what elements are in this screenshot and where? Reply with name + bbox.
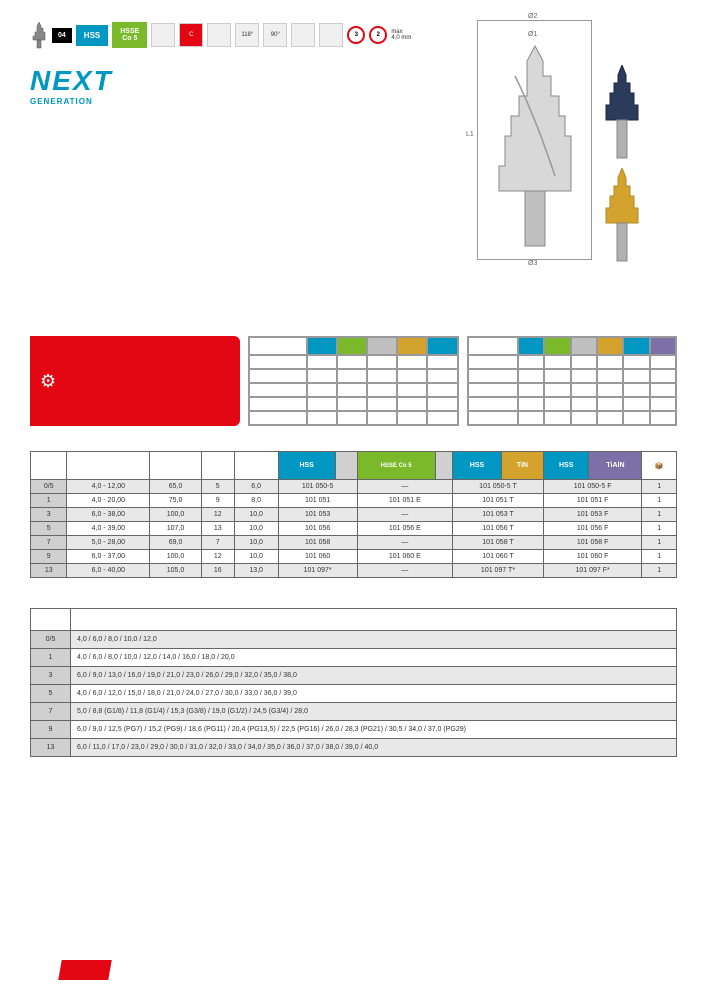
table-row: 75,0 - 28,0069,0710,0101 058—101 058 T10… (31, 536, 677, 550)
gear-icon: ⚙ (40, 371, 56, 392)
spec-icon-7 (319, 23, 343, 47)
col-hss-2: HSS (453, 452, 502, 480)
table-row: 136,0 - 40,00105,01613,0101 097*—101 097… (31, 564, 677, 578)
table-row: 0/54,0 / 6,0 / 8,0 / 10,0 / 12,0 (31, 631, 677, 649)
brand-logo (58, 960, 112, 980)
max-thickness: max 4,0 mm (391, 29, 411, 41)
dim-d2: Ø2 (528, 13, 537, 20)
table-row: 14,0 / 6,0 / 8,0 / 10,0 / 12,0 / 14,0 / … (31, 649, 677, 667)
mid-tables-section: ⚙ (30, 336, 677, 426)
table-row: 36,0 / 9,0 / 13,0 / 16,0 / 19,0 / 21,0 /… (31, 667, 677, 685)
table-row: 96,0 - 37,00100,01210,0101 060101 060 E1… (31, 550, 677, 564)
dim-d3: Ø3 (528, 260, 537, 267)
col-tialn: TiAlN (589, 452, 642, 480)
table-row: 54,0 / 6,0 / 12,0 / 15,0 / 18,0 / 21,0 /… (31, 685, 677, 703)
col-hss-3: HSS (543, 452, 589, 480)
col-hss: HSS (278, 452, 335, 480)
spec-icon-90: 90° (263, 23, 287, 47)
col-hsse: HSSE Co 5 (357, 452, 435, 480)
step-drill-gold (602, 168, 642, 263)
steps-table: 0/54,0 / 6,0 / 8,0 / 10,0 / 12,014,0 / 6… (30, 608, 677, 757)
technical-diagram: Ø2 Ø1 L1 Ø3 (477, 20, 592, 260)
spec-icon-c: C (179, 23, 203, 47)
table-row: 36,0 - 38,00100,01210,0101 053—101 053 T… (31, 508, 677, 522)
table-row: 75,0 / 8,8 (G1/8) / 11,8 (G1/4) / 15,3 (… (31, 703, 677, 721)
spec-icon-6 (291, 23, 315, 47)
spec-icon-1 (151, 23, 175, 47)
material-table-2 (467, 336, 678, 426)
product-image-area: Ø2 Ø1 L1 Ø3 (477, 20, 677, 260)
spec-icon-2-circle: 2 (369, 26, 387, 44)
spec-icon-3-circle: 3 (347, 26, 365, 44)
hsse-badge: HSSE Co 5 (112, 22, 147, 48)
product-table: HSS HSSE Co 5 HSS TiN HSS TiAlN 📦 0/54,0… (30, 451, 677, 578)
table-row: 14,0 - 20,0075,098,0101 051101 051 E101 … (31, 494, 677, 508)
step-drill-blue (602, 65, 642, 160)
page-number: 04 (52, 28, 72, 43)
spec-icon-118: 118° (235, 23, 259, 47)
spec-icon-3 (207, 23, 231, 47)
table-row: 0/54,0 - 12,0065,056,0101 050-5—101 050-… (31, 480, 677, 494)
recommendation-box: ⚙ (30, 336, 240, 426)
dim-d1: Ø1 (528, 31, 537, 38)
col-tin: TiN (501, 452, 543, 480)
material-table-1 (248, 336, 459, 426)
table-row: 96,0 / 9,0 / 12,5 (PG7) / 15,2 (PG9) / 1… (31, 721, 677, 739)
table-row: 54,0 - 39,00107,01310,0101 056101 056 E1… (31, 522, 677, 536)
step-drill-diagram-svg (478, 21, 593, 261)
table-row: 136,0 / 11,0 / 17,0 / 23,0 / 29,0 / 30,0… (31, 739, 677, 757)
dim-l1: L1 (466, 131, 474, 138)
hss-badge: HSS (76, 25, 108, 46)
step-drill-icon (30, 20, 48, 50)
